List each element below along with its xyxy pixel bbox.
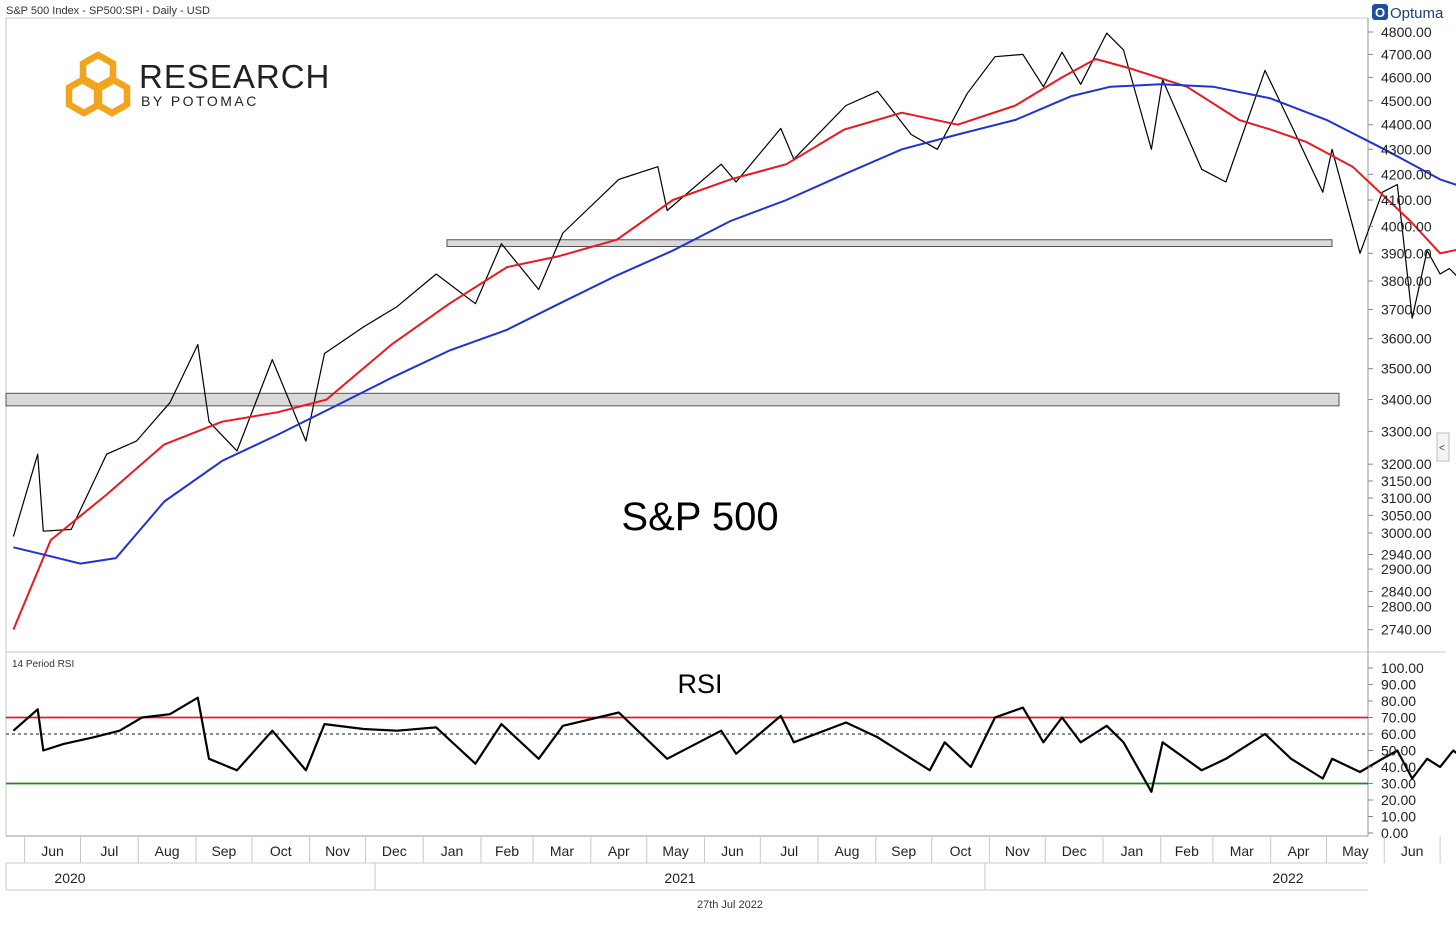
price-tick-label: 3200.00 (1381, 456, 1432, 472)
month-tick-label: Jan (441, 843, 464, 859)
price-tick-label: 3800.00 (1381, 273, 1432, 289)
optuma-brand-label: Optuma (1390, 5, 1444, 22)
price-tick-label: 3400.00 (1381, 392, 1432, 408)
price-y-axis: 4800.00 4700.00 4600.00 4500.00 4400.00 4300.… (1368, 24, 1432, 638)
price-tick-label: 3050.00 (1381, 507, 1432, 523)
price-tick-label: 4600.00 (1381, 69, 1432, 85)
price-tick-label: 2800.00 (1381, 599, 1432, 615)
price-tick-label: 4100.00 (1381, 192, 1432, 208)
x-axis-years: 2020 2021 2022 (5, 863, 1304, 890)
rsi-tick-label: 100.00 (1381, 660, 1424, 676)
month-tick-label: Jun (1401, 843, 1424, 859)
rsi-tick-label: 40.00 (1381, 759, 1416, 775)
price-chart-title: S&P 500 (621, 495, 778, 539)
month-tick-label: Sep (891, 843, 916, 859)
price-tick-label: 4800.00 (1381, 24, 1432, 40)
rsi-tick-label: 10.00 (1381, 809, 1416, 825)
price-tick-label: 3900.00 (1381, 245, 1432, 261)
month-tick-label: Jun (41, 843, 64, 859)
ma200-line (13, 83, 1456, 565)
price-line (12, 32, 1456, 537)
research-logo: RESEARCH BY POTOMAC (65, 51, 330, 117)
rsi-y-axis: 100.0090.0080.0070.0060.0050.0040.0030.0… (1368, 660, 1424, 841)
price-tick-label: 3000.00 (1381, 525, 1432, 541)
rsi-tick-label: 20.00 (1381, 792, 1416, 808)
rsi-series-group (12, 696, 1456, 793)
price-tick-label: 4300.00 (1381, 141, 1432, 157)
month-tick-label: Dec (382, 843, 407, 859)
rsi-tick-label: 30.00 (1381, 776, 1416, 792)
price-tick-label: 4500.00 (1381, 93, 1432, 109)
month-tick-label: Feb (1175, 843, 1199, 859)
month-tick-label: May (1342, 843, 1368, 859)
month-tick-label: Aug (155, 843, 180, 859)
price-tick-label: 4000.00 (1381, 218, 1432, 234)
month-tick-label: Dec (1062, 843, 1087, 859)
footer-date: 27th Jul 2022 (697, 899, 763, 911)
rsi-tick-label: 0.00 (1381, 825, 1408, 841)
ma50-line (12, 58, 1456, 630)
rsi-tick-label: 50.00 (1381, 743, 1416, 759)
hexagon-logo-icon (65, 51, 131, 117)
month-tick-label: Mar (1230, 843, 1254, 859)
month-tick-label: Nov (1005, 843, 1030, 859)
chevron-left-icon: < (1439, 443, 1445, 454)
month-tick-label: May (662, 843, 688, 859)
rsi-tick-label: 60.00 (1381, 726, 1416, 742)
month-tick-label: Apr (1288, 843, 1310, 859)
price-tick-label: 3150.00 (1381, 473, 1432, 489)
price-tick-label: 2940.00 (1381, 547, 1432, 563)
optuma-logo-icon (1372, 4, 1388, 20)
month-tick-label: Feb (495, 843, 519, 859)
x-axis-months: Jun Jul Aug Sep Oct Nov Dec Jan Feb Mar Apr May Jun J… (24, 836, 1441, 863)
rsi-tick-label: 80.00 (1381, 693, 1416, 709)
month-tick-label: Oct (950, 843, 972, 859)
price-tick-label: 2900.00 (1381, 561, 1432, 577)
price-tick-label: 3600.00 (1381, 331, 1432, 347)
rsi-tick-label: 90.00 (1381, 677, 1416, 693)
year-tick-label: 2020 (54, 870, 85, 886)
price-tick-label: 4400.00 (1381, 117, 1432, 133)
month-tick-label: Jun (721, 843, 744, 859)
price-tick-label: 3500.00 (1381, 361, 1432, 377)
month-tick-label: Jul (780, 843, 798, 859)
support-zone (5, 392, 1340, 407)
logo-subtitle-text: BY POTOMAC (141, 93, 259, 109)
month-tick-label: Apr (608, 843, 630, 859)
optuma-o-icon: O (1375, 5, 1385, 20)
price-tick-label: 3100.00 (1381, 490, 1432, 506)
rsi-title: RSI (677, 669, 722, 699)
month-tick-label: Aug (834, 843, 859, 859)
logo-research-text: RESEARCH (139, 58, 330, 95)
price-zones (5, 239, 1340, 407)
price-tick-label: 2740.00 (1381, 622, 1432, 638)
price-tick-label: 4700.00 (1381, 46, 1432, 62)
rsi-tick-label: 70.00 (1381, 710, 1416, 726)
scroll-right-button[interactable]: < (1436, 432, 1450, 462)
support-zone (446, 239, 1333, 248)
price-tick-label: 4200.00 (1381, 166, 1432, 182)
rsi-subtitle: 14 Period RSI (12, 659, 74, 670)
price-tick-label: 3300.00 (1381, 423, 1432, 439)
month-tick-label: Sep (211, 843, 236, 859)
optuma-brand[interactable]: O Optuma (1372, 4, 1444, 22)
year-tick-label: 2021 (664, 870, 695, 886)
chart-header-title: S&P 500 Index - SP500:SPI - Daily - USD (6, 5, 210, 17)
month-tick-label: Jan (1121, 843, 1144, 859)
year-tick-label: 2022 (1272, 870, 1303, 886)
rsi-line (12, 696, 1456, 793)
price-series-group (12, 32, 1456, 630)
price-tick-label: 3700.00 (1381, 301, 1432, 317)
rsi-levels (6, 716, 1368, 785)
price-tick-label: 2840.00 (1381, 583, 1432, 599)
month-tick-label: Mar (550, 843, 574, 859)
month-tick-label: Oct (270, 843, 292, 859)
month-tick-label: Nov (325, 843, 350, 859)
month-tick-label: Jul (100, 843, 118, 859)
